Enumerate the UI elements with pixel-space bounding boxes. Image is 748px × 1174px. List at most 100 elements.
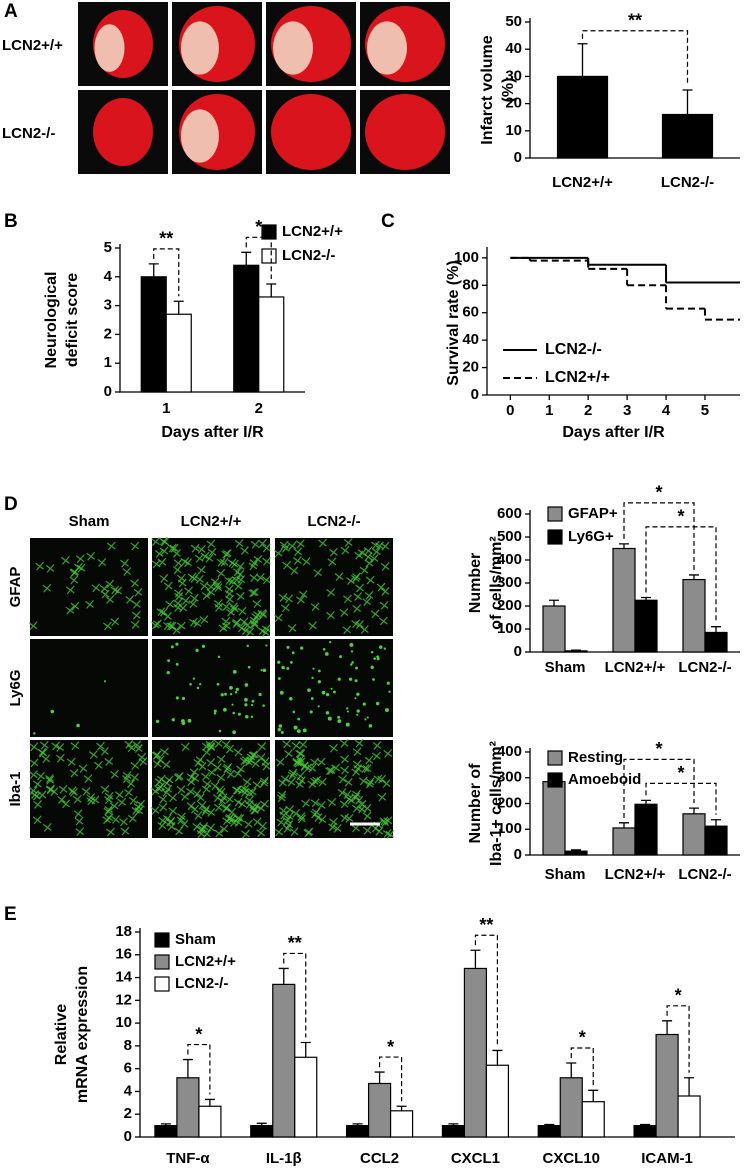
significance-label: *	[655, 739, 662, 759]
cell-process	[104, 805, 114, 814]
cell-process	[186, 801, 196, 811]
y-tick-label: 400	[497, 551, 522, 568]
cell-process	[261, 575, 271, 585]
cell-process	[240, 546, 249, 555]
bar	[682, 578, 706, 653]
cell-spot	[309, 710, 313, 714]
cell-process	[74, 816, 84, 826]
micrograph	[275, 538, 393, 636]
cell-process	[371, 547, 381, 557]
significance-label: *	[255, 217, 262, 237]
cell-process	[126, 779, 135, 789]
cell-process	[158, 815, 168, 825]
y-tick-label: 0	[124, 1128, 132, 1145]
cell-process	[257, 626, 267, 636]
cell-process	[237, 606, 247, 616]
y-axis-label: Survival rate (%)	[445, 260, 462, 385]
panel-label: A	[4, 1, 18, 22]
y-tick-label: 8	[124, 1037, 132, 1054]
cell-spot	[385, 708, 389, 712]
cell-process	[255, 573, 265, 582]
cell-process	[190, 543, 200, 553]
cell-process	[201, 784, 211, 794]
cell-process	[69, 575, 79, 585]
cell-process	[86, 551, 96, 561]
cell-process	[332, 823, 342, 833]
cell-process	[39, 740, 49, 750]
cell-process	[355, 583, 365, 593]
cell-spot	[103, 680, 107, 683]
legend-swatch	[547, 750, 563, 766]
cell-process	[86, 793, 96, 802]
x-tick-label: LCN2-/-	[678, 866, 731, 883]
y-tick-label: 500	[497, 528, 522, 545]
cell-process	[66, 757, 76, 767]
y-tick-label: 3	[104, 297, 112, 314]
cell-process	[293, 547, 303, 557]
cell-process	[155, 755, 165, 765]
cell-process	[194, 553, 204, 563]
cell-process	[168, 793, 178, 803]
cell-spot	[286, 645, 290, 649]
cell-process	[339, 738, 349, 748]
cell-process	[85, 599, 95, 609]
cell-process	[196, 545, 206, 554]
cell-spot	[175, 662, 179, 666]
cell-process	[362, 597, 372, 607]
bar	[367, 1082, 392, 1138]
cell-process	[93, 760, 103, 770]
error-bar	[549, 599, 559, 606]
cell-process	[249, 588, 259, 597]
cell-process	[260, 757, 270, 767]
y-tick-label: 10	[115, 1014, 132, 1031]
cell-process	[196, 565, 206, 575]
cell-process	[310, 798, 320, 808]
cell-spot	[235, 687, 239, 691]
cell-process	[260, 799, 269, 809]
cell-process	[227, 558, 237, 568]
panel-label: D	[4, 494, 18, 515]
cell-spot	[229, 685, 233, 690]
legend-label: LCN2+/+	[175, 953, 236, 970]
cell-process	[69, 768, 79, 778]
bar	[634, 803, 658, 856]
cell-process	[177, 578, 187, 588]
cell-process	[235, 569, 245, 579]
cell-process	[337, 788, 347, 797]
cell-process	[239, 617, 249, 627]
cell-process	[216, 773, 226, 782]
cell-spot	[260, 669, 263, 672]
cell-process	[376, 582, 386, 592]
cell-process	[275, 757, 285, 767]
cell-process	[298, 590, 308, 599]
cell-process	[180, 742, 190, 752]
cell-process	[342, 625, 352, 635]
cell-process	[295, 539, 305, 549]
cell-process	[287, 623, 297, 633]
cell-process	[132, 740, 142, 750]
cell-process	[161, 787, 171, 797]
cell-process	[158, 794, 168, 804]
cell-process	[342, 790, 352, 799]
error-bar	[173, 300, 184, 315]
cell-process	[221, 616, 231, 626]
cell-process	[193, 811, 203, 820]
cell-process	[138, 757, 148, 767]
cell-process	[122, 774, 131, 783]
y-tick-label: 100	[497, 620, 522, 637]
cell-spot	[354, 697, 357, 700]
bar	[140, 276, 167, 393]
legend-swatch	[154, 932, 170, 948]
cell-spot	[280, 730, 284, 734]
cell-process	[380, 587, 390, 596]
cell-spot	[181, 696, 186, 701]
cell-spot	[167, 659, 171, 663]
cell-process	[291, 741, 301, 750]
cell-process	[174, 771, 184, 781]
cell-spot	[231, 703, 234, 706]
cell-spot	[312, 667, 315, 670]
legend-swatch	[547, 529, 563, 545]
cell-process	[122, 771, 132, 780]
cell-process	[207, 767, 217, 777]
cell-process	[280, 774, 290, 784]
